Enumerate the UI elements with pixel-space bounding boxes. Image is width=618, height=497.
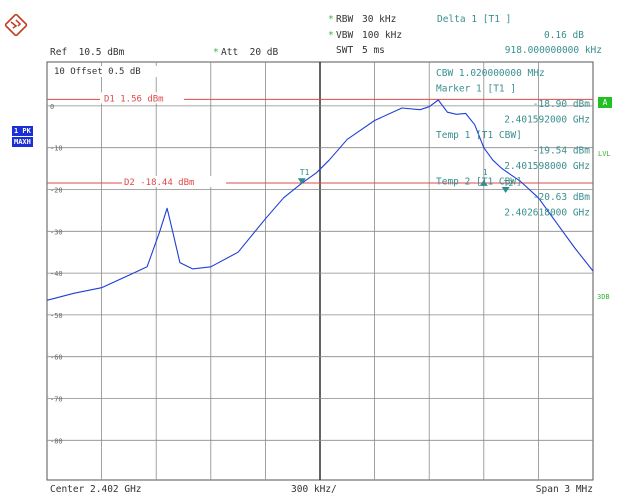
per-division: 300 kHz/	[291, 484, 337, 495]
display-a-badge: A	[598, 97, 612, 108]
marker-info-line: 2.401598000 GHz	[504, 161, 590, 172]
rbw-label: RBW	[336, 14, 354, 25]
att-asterisk: *	[213, 47, 219, 58]
y-tick-label: -30	[50, 228, 63, 236]
marker-info-line: Temp 2 [T1 CBW]	[436, 177, 522, 188]
marker-info-line: Temp 1 [T1 CBW]	[436, 130, 522, 141]
marker1-icon	[479, 179, 488, 186]
vbw-label: VBW	[336, 30, 354, 41]
t2-marker-icon	[501, 186, 510, 193]
swt-value: 5 ms	[362, 45, 385, 56]
trace-maxh-badge: MAXH	[12, 137, 33, 147]
d1-label: D1 1.56 dBm	[104, 94, 164, 104]
y-tick-label: -10	[50, 145, 63, 153]
marker-info-line: -18.90 dBm	[533, 99, 590, 110]
d2-label: D2 -18.44 dBm	[124, 178, 194, 188]
ref-level: Ref 10.5 dBm	[50, 47, 125, 58]
trace-pk-badge: 1 PK	[12, 126, 33, 136]
t1-marker-icon	[297, 178, 306, 185]
delta-value-db: 0.16 dB	[543, 30, 584, 41]
offset-label: 10 Offset 0.5 dB	[54, 67, 141, 77]
marker-info-line: Marker 1 [T1 ]	[436, 84, 516, 95]
y-tick-label: -60	[50, 354, 63, 362]
attenuation: Att 20 dB	[221, 47, 279, 58]
delta-label: Delta 1 [T1 ]	[437, 14, 512, 25]
rbw-asterisk: *	[328, 14, 334, 25]
span: Span 3 MHz	[535, 484, 593, 495]
center-frequency: Center 2.402 GHz	[50, 484, 142, 495]
marker1-label: 1	[483, 168, 488, 177]
vbw-value: 100 kHz	[362, 30, 403, 41]
rohde-schwarz-logo-icon	[5, 14, 27, 36]
marker-info-line: 2.401592000 GHz	[504, 115, 590, 126]
t1-marker-label: T1	[300, 168, 310, 177]
y-tick-label: -50	[50, 312, 63, 320]
marker-info-line: CBW 1.020000000 MHz	[436, 68, 545, 79]
3db-indicator: 3DB	[597, 293, 610, 301]
t2-marker-label: T2	[504, 179, 514, 188]
y-tick-label: -70	[50, 395, 63, 403]
vbw-asterisk: *	[328, 30, 334, 41]
swt-label: SWT	[336, 45, 354, 56]
offset-label-bg	[52, 66, 202, 77]
d1-label-bg	[100, 92, 184, 104]
marker-info-line: -19.54 dBm	[533, 146, 590, 157]
y-tick-label: -40	[50, 270, 63, 278]
lvl-indicator: LVL	[598, 150, 611, 158]
y-tick-label: -80	[50, 437, 63, 445]
spectrum-trace	[46, 99, 594, 301]
delta-value-freq: 918.000000000 kHz	[504, 45, 602, 56]
y-tick-label: 0	[50, 103, 54, 111]
marker-info-line: -20.63 dBm	[533, 192, 590, 203]
y-tick-label: -20	[50, 186, 63, 194]
rbw-value: 30 kHz	[362, 14, 397, 25]
d2-label-bg	[122, 175, 226, 187]
marker-info-line: 2.402618000 GHz	[504, 208, 590, 219]
